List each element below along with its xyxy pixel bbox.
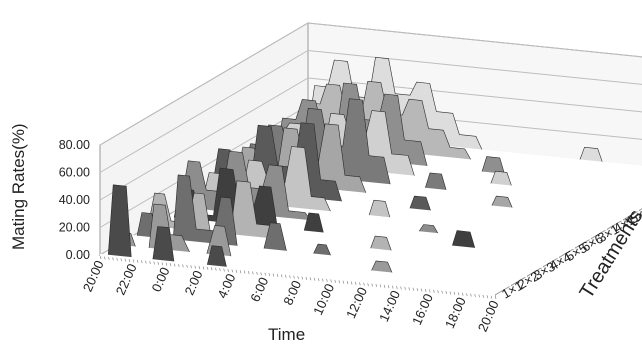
y-axis-title: Mating Rates(%) (9, 123, 28, 250)
series-ribbon (179, 150, 576, 249)
x-tick-label: 8:00 (280, 278, 304, 307)
gridline (99, 22, 642, 146)
x-tick-label: 10:00 (310, 281, 337, 317)
z-tick-label: 0.00 (66, 248, 90, 262)
gridline (99, 77, 642, 201)
ribbon-base (131, 235, 528, 278)
x-tick-label: 4:00 (214, 271, 238, 300)
chart-ribbons (99, 57, 642, 297)
ribbon-base (99, 253, 496, 297)
series-ribbon (147, 180, 544, 268)
x-tick-label: 20:00 (80, 258, 107, 294)
gridline (99, 49, 642, 173)
x-tick-label: 22:00 (113, 261, 140, 297)
z-tick-label: 20.00 (59, 221, 90, 235)
x-tick-label: 0:00 (149, 265, 173, 294)
x-tick-mark (494, 294, 497, 300)
z-tick-labels: 0.00 20.00 40.00 60.00 80.00 (59, 138, 90, 262)
x-tick-label: 12:00 (343, 285, 370, 321)
z-tick-label: 40.00 (59, 193, 90, 207)
x-tick-label: 20:00 (475, 298, 502, 334)
z-tick-label: 80.00 (59, 138, 90, 152)
x-axis-title: Time (268, 325, 305, 344)
series-ribbon (107, 184, 496, 296)
x-tick-label: 14:00 (376, 288, 403, 324)
x-tick-label: 18:00 (442, 295, 469, 331)
z-tick-label: 60.00 (59, 166, 90, 180)
x-tick-label: 6:00 (247, 275, 271, 304)
x-tick-label: 2:00 (182, 268, 206, 297)
ribbon-base (115, 244, 512, 287)
x-tick-label: 16:00 (409, 291, 436, 327)
